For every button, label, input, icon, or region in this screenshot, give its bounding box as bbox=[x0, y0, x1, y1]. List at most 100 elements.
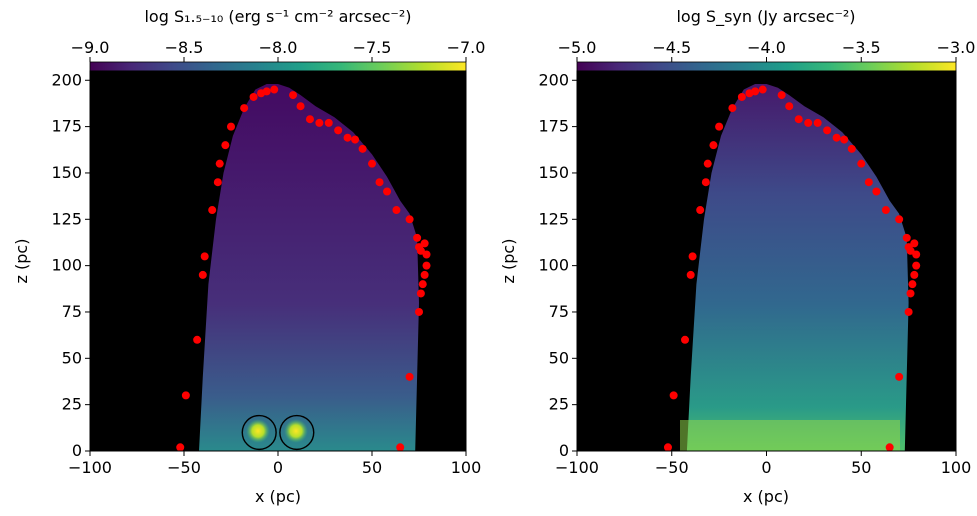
data-point bbox=[910, 239, 919, 248]
data-point bbox=[358, 144, 367, 153]
y-tick-label: 25 bbox=[549, 395, 569, 414]
data-point bbox=[420, 239, 429, 248]
data-point bbox=[663, 443, 672, 452]
colorbar-tick-label: −7.0 bbox=[447, 38, 486, 57]
colorbar-tick-label: −8.0 bbox=[259, 38, 298, 57]
x-tick-label: −100 bbox=[555, 458, 599, 477]
colorbar-tick-label: −5.0 bbox=[558, 38, 597, 57]
data-point bbox=[709, 141, 718, 150]
y-tick-label: 75 bbox=[62, 302, 82, 321]
y-tick-label: 0 bbox=[72, 441, 82, 460]
data-point bbox=[198, 270, 207, 279]
data-point bbox=[213, 178, 222, 187]
y-tick-label: 50 bbox=[549, 348, 569, 367]
data-point bbox=[895, 215, 904, 224]
right-x-axis-label: x (pc) bbox=[743, 487, 789, 506]
data-point bbox=[200, 252, 209, 261]
colorbar-tick-label: −8.5 bbox=[165, 38, 204, 57]
data-point bbox=[904, 307, 913, 316]
data-point bbox=[785, 102, 794, 111]
data-point bbox=[193, 335, 202, 344]
right-bright-base bbox=[680, 420, 900, 451]
right-y-ticks: 0 25 50 75 100 125 150 175 200 bbox=[538, 70, 577, 460]
data-point bbox=[405, 372, 414, 381]
region-circle bbox=[279, 414, 315, 451]
data-point bbox=[872, 187, 881, 196]
data-point bbox=[777, 91, 786, 100]
right-cloud-emission bbox=[686, 84, 909, 451]
data-point bbox=[804, 118, 813, 127]
data-point bbox=[208, 206, 217, 215]
right-points bbox=[663, 85, 921, 452]
colorbar-tick-label: −3.5 bbox=[842, 38, 881, 57]
data-point bbox=[895, 372, 904, 381]
data-point bbox=[270, 85, 279, 94]
x-tick-label: −50 bbox=[167, 458, 201, 477]
data-point bbox=[688, 252, 697, 261]
colorbar-tick-label: −4.0 bbox=[747, 38, 786, 57]
data-point bbox=[910, 270, 919, 279]
data-point bbox=[881, 206, 890, 215]
data-point bbox=[249, 92, 258, 101]
data-point bbox=[669, 391, 678, 400]
data-point bbox=[813, 118, 822, 127]
data-point bbox=[681, 335, 690, 344]
x-tick-label: −100 bbox=[68, 458, 112, 477]
data-point bbox=[794, 115, 803, 124]
right-panel: log S_syn (Jy arcsec⁻²) −5.0 −4.5 −4.0 −3.5… bbox=[499, 7, 975, 506]
data-point bbox=[908, 280, 917, 289]
colorbar-tick-label: −3.0 bbox=[937, 38, 976, 57]
data-point bbox=[864, 178, 873, 187]
y-tick-label: 125 bbox=[51, 209, 82, 228]
left-hotspot-2 bbox=[284, 419, 308, 443]
data-point bbox=[751, 87, 760, 96]
data-point bbox=[262, 87, 271, 96]
data-point bbox=[351, 135, 360, 144]
x-tick-label: 0 bbox=[273, 458, 283, 477]
left-x-axis-label: x (pc) bbox=[255, 487, 301, 506]
left-cloud-emission bbox=[199, 84, 419, 451]
x-tick-label: 50 bbox=[851, 458, 871, 477]
data-point bbox=[289, 91, 298, 100]
right-colorbar bbox=[576, 61, 957, 72]
data-point bbox=[823, 126, 832, 135]
left-colorbar bbox=[89, 61, 467, 72]
data-point bbox=[240, 104, 249, 113]
y-tick-label: 175 bbox=[538, 117, 569, 136]
data-point bbox=[906, 289, 915, 298]
left-x-ticks: −100 −50 0 50 100 bbox=[68, 451, 481, 477]
data-point bbox=[847, 144, 856, 153]
data-point bbox=[418, 280, 427, 289]
region-circle bbox=[241, 414, 277, 451]
data-point bbox=[413, 233, 422, 242]
left-y-ticks: 0 25 50 75 100 125 150 175 200 bbox=[51, 70, 90, 460]
data-point bbox=[715, 122, 724, 131]
y-tick-label: 75 bbox=[549, 302, 569, 321]
left-hotspot-1 bbox=[246, 419, 270, 443]
y-tick-label: 125 bbox=[538, 209, 569, 228]
colorbar-tick-label: −7.5 bbox=[353, 38, 392, 57]
data-point bbox=[334, 126, 343, 135]
data-point bbox=[315, 118, 324, 127]
data-point bbox=[324, 118, 333, 127]
right-y-axis-label: z (pc) bbox=[499, 239, 518, 284]
data-point bbox=[305, 115, 314, 124]
data-point bbox=[343, 133, 352, 142]
x-tick-label: 100 bbox=[941, 458, 972, 477]
y-tick-label: 100 bbox=[51, 256, 82, 275]
y-tick-label: 100 bbox=[538, 256, 569, 275]
data-point bbox=[686, 270, 695, 279]
data-point bbox=[416, 289, 425, 298]
left-circles bbox=[241, 414, 315, 451]
data-point bbox=[176, 443, 185, 452]
y-tick-label: 150 bbox=[51, 163, 82, 182]
colorbar-tick-label: −9.0 bbox=[71, 38, 110, 57]
right-colorbar-ticks: −5.0 −4.5 −4.0 −3.5 −3.0 bbox=[558, 38, 976, 62]
data-point bbox=[215, 159, 224, 168]
data-point bbox=[415, 307, 423, 316]
y-tick-label: 150 bbox=[538, 163, 569, 182]
data-point bbox=[420, 270, 429, 279]
y-tick-label: 25 bbox=[62, 395, 82, 414]
y-tick-label: 175 bbox=[51, 117, 82, 136]
data-point bbox=[375, 178, 384, 187]
